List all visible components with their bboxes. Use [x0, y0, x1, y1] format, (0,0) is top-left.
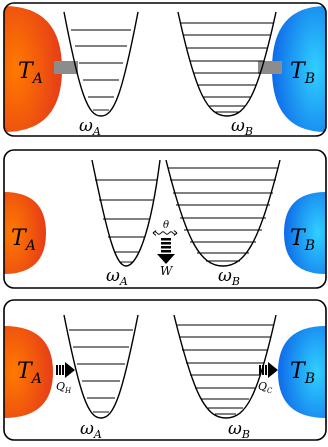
- label-omega-a: ωA: [80, 419, 102, 441]
- heat-in-arrow: [56, 362, 75, 378]
- label-t-a: TA: [11, 226, 36, 254]
- label-t-b: TB: [290, 59, 315, 87]
- label-omega-a: ωA: [106, 266, 128, 288]
- label-t-a: TA: [18, 59, 43, 87]
- panel-frame: [3, 149, 327, 289]
- label-t-b: TB: [290, 226, 315, 254]
- cold-reservoir-b: [272, 6, 326, 132]
- energy-levels-b: [176, 324, 274, 415]
- potential-well-a: [91, 159, 161, 267]
- energy-levels-a: [71, 29, 131, 111]
- label-omega-b: ωB: [231, 116, 253, 138]
- label-q-h: QH: [56, 380, 72, 395]
- label-q-c: QC: [258, 380, 273, 395]
- label-omega-b: ωB: [228, 419, 250, 441]
- hot-reservoir-a: [4, 192, 46, 274]
- label-w: W: [160, 264, 174, 278]
- label-theta: θ: [163, 220, 169, 231]
- potential-well-b: [165, 159, 281, 267]
- hot-reservoir-a: [4, 6, 62, 132]
- energy-levels-a: [95, 179, 157, 263]
- energy-levels-a: [69, 329, 133, 413]
- energy-levels-b: [168, 167, 278, 262]
- coupling-link-a: [54, 61, 78, 74]
- potential-well-b: [177, 11, 277, 117]
- coupling-link-b: [258, 61, 282, 74]
- potential-well-a: [63, 314, 139, 419]
- work-arrow: [157, 238, 175, 264]
- potential-well-a: [63, 11, 139, 117]
- hot-reservoir-a: [4, 326, 53, 418]
- label-t-a: TA: [17, 359, 42, 387]
- panel-coupled: TA TB ωA ωB: [3, 2, 327, 138]
- panel-work-exchange: θ W TA TB ωA ωB: [3, 149, 327, 289]
- heat-out-arrow: [259, 362, 278, 378]
- energy-levels-b: [180, 22, 274, 113]
- label-omega-a: ωA: [79, 116, 101, 138]
- cold-reservoir-b: [284, 192, 326, 274]
- coupling-squiggle: [152, 230, 178, 236]
- label-omega-b: ωB: [218, 266, 240, 288]
- panel-frame: [3, 299, 327, 441]
- cold-reservoir-b: [278, 326, 326, 418]
- label-t-b: TB: [290, 359, 315, 387]
- panel-frame: [3, 2, 327, 137]
- panel-heat-flow: QH QC TA TB ωA ωB: [3, 299, 327, 441]
